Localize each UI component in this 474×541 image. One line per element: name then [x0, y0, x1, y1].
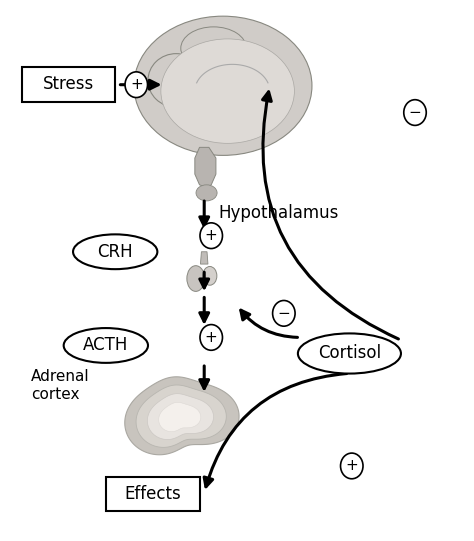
Polygon shape — [201, 252, 208, 264]
Text: Hypothalamus: Hypothalamus — [218, 203, 338, 222]
Ellipse shape — [134, 16, 312, 155]
Ellipse shape — [232, 51, 279, 99]
Ellipse shape — [196, 185, 217, 201]
Text: Stress: Stress — [43, 75, 94, 94]
FancyArrowPatch shape — [241, 310, 298, 338]
Text: +: + — [205, 330, 218, 345]
Ellipse shape — [161, 39, 294, 143]
Ellipse shape — [187, 266, 205, 292]
Circle shape — [200, 223, 222, 248]
Text: −: − — [409, 105, 421, 120]
FancyBboxPatch shape — [106, 477, 200, 511]
Circle shape — [404, 100, 426, 126]
Ellipse shape — [203, 267, 217, 285]
Polygon shape — [136, 385, 226, 447]
Text: +: + — [130, 77, 143, 92]
Polygon shape — [125, 377, 239, 455]
Text: CRH: CRH — [97, 243, 133, 261]
Text: Cortisol: Cortisol — [318, 345, 381, 362]
FancyArrowPatch shape — [204, 373, 346, 487]
Circle shape — [125, 72, 147, 97]
Ellipse shape — [148, 54, 204, 107]
Ellipse shape — [64, 328, 148, 363]
Text: +: + — [346, 458, 358, 473]
Text: +: + — [205, 228, 218, 243]
Polygon shape — [195, 147, 216, 188]
Circle shape — [200, 325, 222, 350]
Ellipse shape — [298, 333, 401, 374]
Text: Adrenal
cortex: Adrenal cortex — [31, 370, 90, 402]
Ellipse shape — [73, 234, 157, 269]
Circle shape — [273, 300, 295, 326]
Circle shape — [340, 453, 363, 479]
FancyArrowPatch shape — [263, 92, 399, 339]
FancyBboxPatch shape — [21, 67, 115, 102]
Ellipse shape — [181, 27, 246, 70]
Text: −: − — [277, 306, 290, 321]
Text: Effects: Effects — [124, 485, 181, 503]
Polygon shape — [147, 394, 214, 439]
Polygon shape — [159, 403, 201, 432]
Text: ACTH: ACTH — [83, 337, 128, 354]
